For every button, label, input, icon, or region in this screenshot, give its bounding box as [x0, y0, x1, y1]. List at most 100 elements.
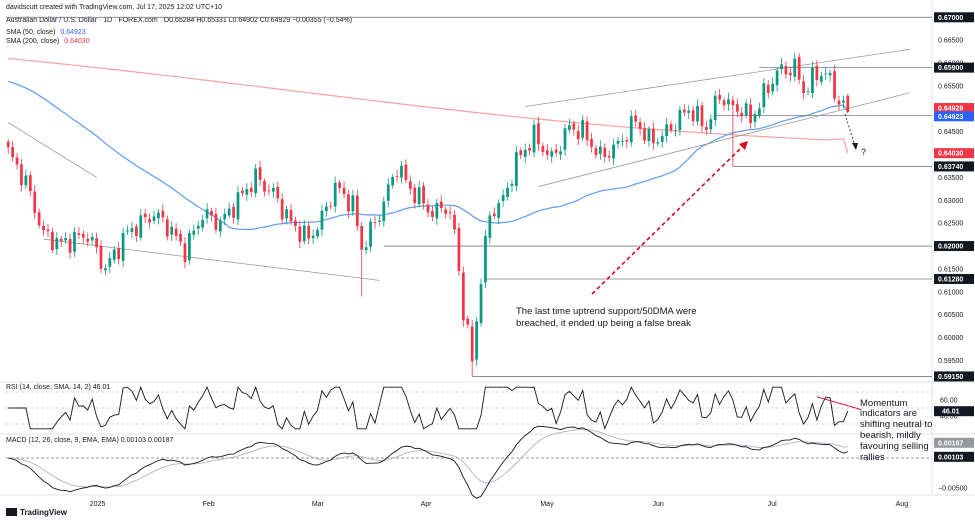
- creator-line: davidscutt created with TradingView.com,…: [6, 4, 222, 11]
- candle-body: [316, 229, 319, 237]
- candle: [802, 75, 805, 100]
- candle-body: [77, 233, 81, 235]
- candle: [731, 95, 735, 167]
- level-tag: 0.63740: [934, 161, 974, 172]
- candle-body: [236, 192, 240, 220]
- candle-body: [780, 64, 783, 70]
- candle-body: [64, 237, 68, 241]
- candle: [576, 124, 580, 146]
- candle: [572, 120, 576, 136]
- candle-body: [121, 233, 125, 261]
- candle: [408, 175, 412, 195]
- level-tag-bg: [934, 371, 974, 382]
- candle: [400, 161, 403, 184]
- candle-body: [793, 58, 797, 77]
- candle: [439, 195, 443, 213]
- candle: [554, 143, 558, 157]
- candle-body: [669, 124, 673, 131]
- candle-body: [506, 187, 509, 197]
- candle-body: [386, 184, 390, 201]
- candle-body: [355, 195, 359, 227]
- candle: [700, 102, 704, 133]
- candle: [762, 78, 766, 114]
- candle-body: [488, 215, 492, 238]
- candle: [241, 187, 244, 197]
- price-tick-label: 0.61000: [938, 289, 963, 296]
- tradingview-logo-icon: [6, 508, 17, 516]
- price-tag-label: 0.64030: [938, 151, 963, 158]
- candle-body: [461, 272, 465, 321]
- candle: [448, 206, 452, 220]
- candle: [426, 198, 430, 218]
- macd-signal-line: [8, 428, 848, 488]
- projection-arrow-head: [852, 143, 858, 150]
- time-tick-label: Feb: [203, 501, 215, 508]
- candle-body: [73, 232, 76, 252]
- side-note-line-3: shifting neutral to: [860, 419, 932, 430]
- candle: [298, 220, 302, 248]
- candle-body: [470, 326, 474, 362]
- candle: [249, 182, 253, 198]
- candle: [280, 193, 284, 225]
- candle-body: [324, 206, 328, 212]
- candle: [324, 201, 328, 217]
- candle-body: [205, 209, 209, 219]
- candle: [33, 185, 37, 220]
- level-tag-bg: [934, 273, 974, 284]
- candle-body: [585, 121, 589, 141]
- candle: [258, 161, 262, 187]
- candle-body: [492, 213, 496, 217]
- candle: [435, 198, 439, 225]
- candle-body: [400, 165, 403, 178]
- rsi-title: RSI (14, close, SMA, 14, 2) 46.01: [6, 384, 110, 391]
- candle: [329, 201, 333, 210]
- candle: [634, 110, 638, 127]
- macd-value-tag: 0.00103: [934, 451, 974, 462]
- candle: [121, 227, 125, 267]
- candle: [828, 69, 832, 82]
- candle: [470, 319, 474, 377]
- level-tag-bg: [934, 12, 974, 23]
- candle-body: [311, 235, 315, 239]
- candle: [669, 120, 673, 134]
- candle: [643, 122, 646, 145]
- candle-body: [563, 128, 567, 150]
- candle: [28, 171, 32, 197]
- macd-value-tag-label: 0.00103: [938, 454, 963, 461]
- candle-body: [528, 148, 532, 151]
- time-tick-label: Mar: [312, 501, 325, 508]
- level-tag-label: 0.65900: [938, 65, 963, 72]
- candle-body: [342, 187, 346, 195]
- candle-body: [59, 238, 63, 242]
- candle-body: [183, 243, 187, 263]
- candle-body: [815, 65, 819, 80]
- candle: [501, 189, 505, 207]
- candle: [369, 218, 372, 252]
- candle: [506, 182, 509, 201]
- candle-body: [404, 164, 408, 181]
- candle: [227, 202, 231, 219]
- candle-body: [338, 182, 341, 188]
- candle: [532, 119, 536, 158]
- candle: [713, 90, 717, 127]
- candle: [395, 169, 399, 183]
- rsi-tick-label: 60.00: [940, 398, 958, 405]
- candle-body: [523, 149, 527, 157]
- candle-body: [594, 148, 598, 156]
- candle-body: [117, 247, 121, 260]
- candle: [453, 209, 456, 234]
- price-tick-label: 0.62500: [938, 221, 963, 228]
- annotation-arrow-line: [591, 143, 746, 295]
- candle: [183, 237, 187, 269]
- candle-body: [126, 230, 129, 232]
- candle: [581, 115, 585, 141]
- candle-body: [497, 202, 501, 218]
- candle-body: [603, 147, 607, 157]
- candle-body: [475, 321, 478, 360]
- candle-body: [638, 122, 642, 129]
- candle-body: [612, 144, 615, 159]
- candle-body: [196, 225, 200, 229]
- candle: [621, 134, 624, 147]
- candle: [682, 103, 686, 117]
- candle-body: [347, 194, 350, 212]
